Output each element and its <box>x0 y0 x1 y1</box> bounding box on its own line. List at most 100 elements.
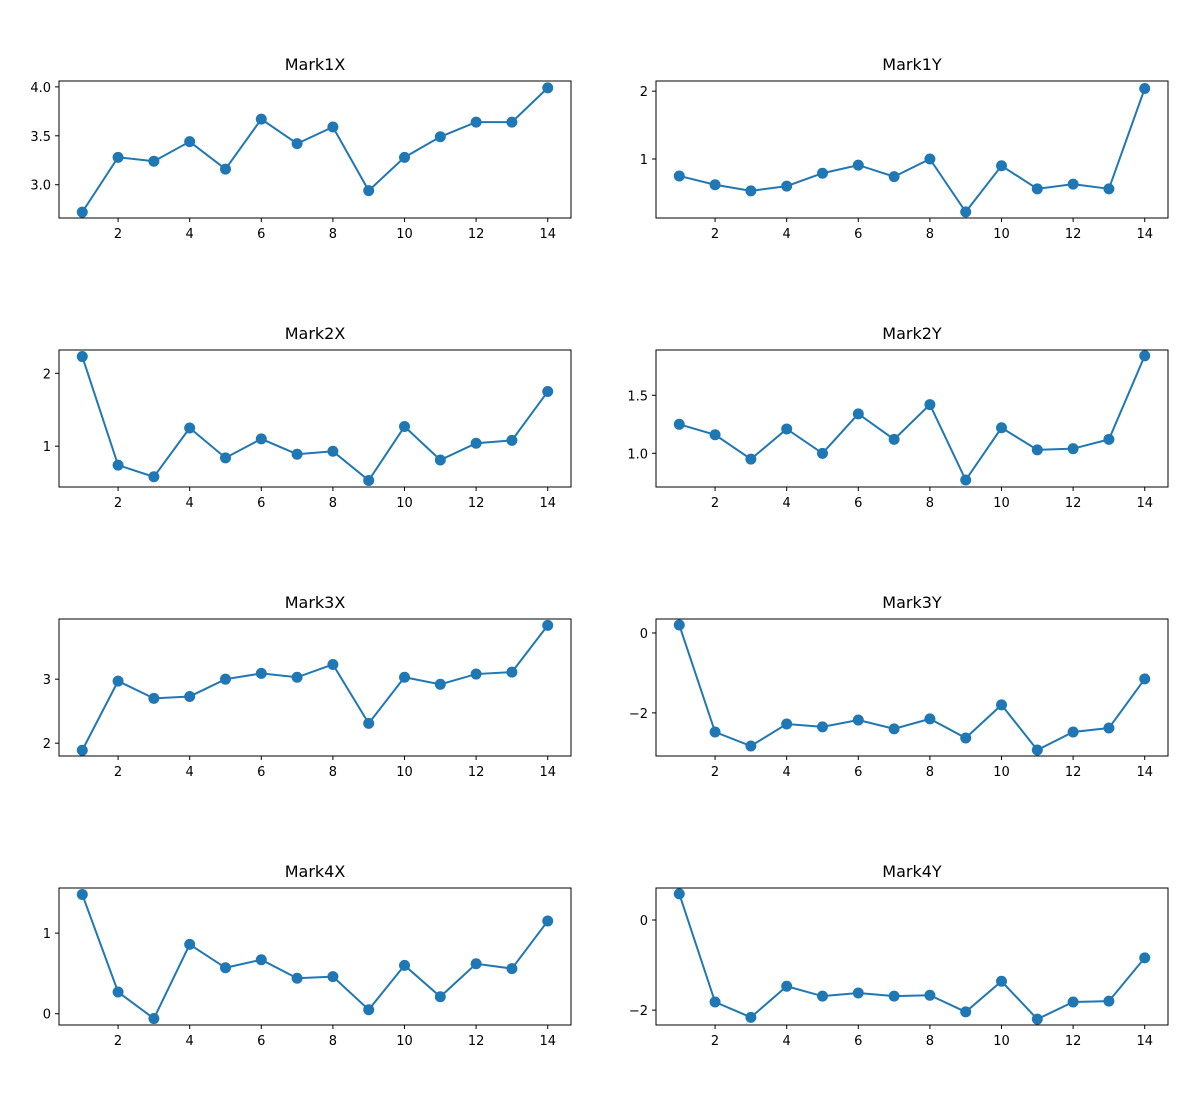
y-tick-label: 1.5 <box>627 389 648 404</box>
point <box>327 445 339 457</box>
point <box>76 888 88 900</box>
point <box>924 989 936 1001</box>
point <box>673 888 685 900</box>
y-tick-label: 1 <box>43 927 51 942</box>
point <box>888 171 900 183</box>
point <box>745 1011 757 1023</box>
x-tick-label: 8 <box>926 496 934 511</box>
point <box>363 185 375 197</box>
point <box>781 980 793 992</box>
point <box>506 963 518 975</box>
point <box>399 151 411 163</box>
point <box>470 116 482 128</box>
point <box>255 667 267 679</box>
point <box>781 423 793 435</box>
point <box>1139 952 1151 964</box>
point <box>709 726 721 738</box>
x-tick-label: 10 <box>993 227 1010 242</box>
point <box>255 433 267 445</box>
point <box>112 459 124 471</box>
x-tick-label: 6 <box>257 765 265 780</box>
x-tick-label: 6 <box>854 496 862 511</box>
point <box>1103 433 1115 445</box>
x-tick-label: 2 <box>711 1034 719 1049</box>
subplot-title: Mark1X <box>285 55 346 74</box>
x-tick-label: 6 <box>854 765 862 780</box>
x-tick-label: 4 <box>783 496 791 511</box>
axes-frame <box>655 80 1169 219</box>
point <box>291 448 303 460</box>
point <box>219 452 231 464</box>
x-tick-label: 6 <box>257 1034 265 1049</box>
point <box>506 434 518 446</box>
x-tick-label: 4 <box>186 1034 194 1049</box>
x-tick-label: 10 <box>396 765 413 780</box>
point <box>76 351 88 363</box>
point <box>506 666 518 678</box>
point <box>852 714 864 726</box>
x-tick-label: 14 <box>539 496 556 511</box>
point <box>1031 744 1043 756</box>
point <box>673 170 685 182</box>
line <box>81 87 549 213</box>
x-tick-label: 8 <box>926 765 934 780</box>
axes-frame <box>58 80 572 219</box>
x-tick-label: 4 <box>783 1034 791 1049</box>
point <box>888 433 900 445</box>
x-tick-label: 14 <box>1136 1034 1153 1049</box>
y-tick-label: −2 <box>629 1004 648 1019</box>
point <box>363 1004 375 1016</box>
point <box>709 179 721 191</box>
x-tick-label: 6 <box>257 496 265 511</box>
point <box>255 113 267 125</box>
x-tick-label: 8 <box>329 227 337 242</box>
point <box>888 723 900 735</box>
point <box>924 713 936 725</box>
line <box>81 894 549 1021</box>
line <box>678 355 1146 483</box>
y-tick-label: 2 <box>43 367 51 382</box>
subplot-title: Mark4X <box>285 862 346 881</box>
x-tick-label: 12 <box>468 227 485 242</box>
point <box>960 206 972 218</box>
line <box>81 624 549 751</box>
point <box>1067 726 1079 738</box>
y-tick-label: 0 <box>640 627 648 642</box>
x-tick-label: 12 <box>468 765 485 780</box>
x-tick-label: 4 <box>186 496 194 511</box>
point <box>852 159 864 171</box>
axes-frame <box>58 887 572 1026</box>
point <box>363 717 375 729</box>
x-tick-label: 10 <box>993 1034 1010 1049</box>
point <box>960 474 972 486</box>
point <box>781 180 793 192</box>
subplot-title: Mark1Y <box>882 55 942 74</box>
x-tick-label: 4 <box>783 227 791 242</box>
subplot-title: Mark3Y <box>882 593 942 612</box>
point <box>112 675 124 687</box>
point <box>148 692 160 704</box>
point <box>888 990 900 1002</box>
x-tick-label: 10 <box>993 765 1010 780</box>
x-tick-label: 14 <box>1136 765 1153 780</box>
x-tick-label: 2 <box>114 227 122 242</box>
point <box>745 740 757 752</box>
y-tick-label: −2 <box>629 707 648 722</box>
point <box>184 690 196 702</box>
point <box>291 138 303 150</box>
point <box>1031 1013 1043 1025</box>
point <box>816 447 828 459</box>
point <box>399 959 411 971</box>
point <box>709 429 721 441</box>
point <box>924 399 936 411</box>
point <box>852 987 864 999</box>
point <box>148 471 160 483</box>
x-tick-label: 6 <box>257 227 265 242</box>
point <box>996 975 1008 987</box>
point <box>1031 183 1043 195</box>
x-tick-label: 2 <box>114 496 122 511</box>
point <box>291 972 303 984</box>
y-tick-label: 4.0 <box>30 81 51 96</box>
point <box>1139 82 1151 94</box>
point <box>148 155 160 167</box>
